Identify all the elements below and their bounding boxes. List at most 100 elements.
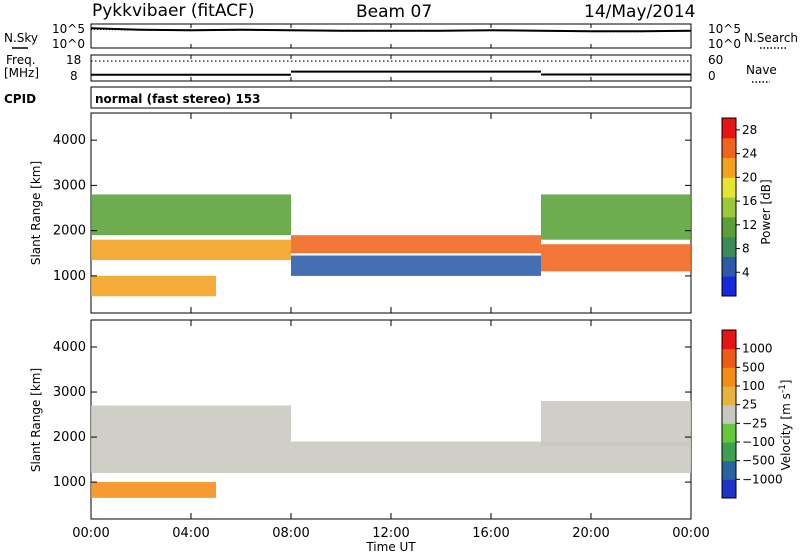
nave-bottom-label: 0 xyxy=(708,69,716,83)
frequency-lines xyxy=(91,60,691,76)
cpid-strip-frame xyxy=(90,86,692,109)
colorbar-tick-label-6: −500 xyxy=(742,454,775,468)
colorbar-tick-label-2: 12 xyxy=(742,218,757,232)
power-y-axis-label: Slant Range [km] xyxy=(29,161,43,265)
echo-band-3 xyxy=(541,401,691,447)
power-colorbar: 4 8 12 16 20 24 28 xyxy=(721,117,757,297)
freq-unit-label: [MHz] xyxy=(4,66,39,80)
colorbar-tick-label-1: 8 xyxy=(742,242,750,256)
colorbar-tick-label-6: 28 xyxy=(742,123,757,137)
velocity-colorbar-label-main: Velocity [m s xyxy=(779,393,793,470)
x-tick-label-5: 20:00 xyxy=(572,526,609,541)
echo-band-6 xyxy=(291,255,541,276)
x-tick-label-0: 00:00 xyxy=(72,526,109,541)
nsearch-bottom-label: 10^0 xyxy=(708,37,741,51)
frequency-strip: Freq. [MHz] 18 8 60 0 Nave xyxy=(4,53,777,83)
x-tick-label-3: 12:00 xyxy=(372,526,409,541)
velocity-colorbar: 1000 500 100 25 −25 −100 −500 −1000 xyxy=(721,329,783,499)
freq-label: Freq. xyxy=(6,53,36,67)
colorbar-swatch-4 xyxy=(722,197,736,218)
echo-band-1 xyxy=(91,482,216,498)
colorbar-swatch-6 xyxy=(722,367,736,387)
colorbar-frame xyxy=(721,329,737,499)
colorbar-tick-label-0: 4 xyxy=(742,265,750,279)
nsky-top-label: 10^5 xyxy=(52,22,85,36)
noise-strip: N.Sky 10^5 10^0 N.Search 10^5 10^0 xyxy=(4,22,798,51)
colorbar-swatch-2 xyxy=(722,236,736,257)
colorbar-tick-label-5: −100 xyxy=(742,435,775,449)
date-title: 14/May/2014 xyxy=(584,2,696,22)
velocity-echo-bands xyxy=(91,401,691,498)
colorbar-swatch-5 xyxy=(722,177,736,198)
freq-bottom-label: 8 xyxy=(70,69,78,83)
colorbar-swatch-3 xyxy=(722,423,736,443)
y-tick-label-1: 2000 xyxy=(53,224,86,239)
station-title: Pykkvibaer (fitACF) xyxy=(92,1,254,21)
colorbar-swatch-8 xyxy=(722,330,736,350)
x-tick-label-4: 16:00 xyxy=(472,526,509,541)
colorbar-swatch-2 xyxy=(722,442,736,462)
echo-band-2 xyxy=(541,244,691,272)
echo-band-3 xyxy=(91,275,216,297)
x-tick-label-1: 04:00 xyxy=(172,526,209,541)
y-tick-label-3: 4000 xyxy=(53,340,86,355)
x-tick-label-6: 00:00 xyxy=(672,526,709,541)
x-axis-ticks: 00:00 04:00 08:00 12:00 16:00 20:00 00:00 xyxy=(72,24,710,541)
colorbar-swatch-8 xyxy=(722,118,736,139)
colorbar-swatch-1 xyxy=(722,460,736,480)
colorbar-swatch-4 xyxy=(722,404,736,424)
colorbar-tick-label-4: −25 xyxy=(742,416,767,430)
colorbar-tick-label-3: 16 xyxy=(742,194,757,208)
freq-top-label: 18 xyxy=(66,53,81,67)
velocity-colorbar-label: Velocity [m s-1] xyxy=(778,380,793,471)
colorbar-tick-label-5: 24 xyxy=(742,147,757,161)
velocity-y-ticks: 1000 2000 3000 4000 xyxy=(53,340,691,490)
power-colorbar-label: Power [dB] xyxy=(759,179,773,244)
echo-band-2 xyxy=(91,405,291,442)
colorbar-swatch-7 xyxy=(722,348,736,368)
nsky-label: N.Sky xyxy=(4,31,38,45)
noise-lines xyxy=(90,27,692,33)
colorbar-frame xyxy=(721,117,737,297)
nsky-bottom-label: 10^0 xyxy=(52,37,85,51)
echo-band-5 xyxy=(541,194,691,240)
nave-top-label: 60 xyxy=(708,53,723,67)
x-axis-label: Time UT xyxy=(365,540,416,554)
beam-title: Beam 07 xyxy=(356,2,432,22)
velocity-colorbar-label-sup: -1 xyxy=(778,384,788,393)
velocity-panel: 1000 2000 3000 4000 Slant Range [km] 1000 50… xyxy=(29,24,793,554)
colorbar-tick-label-7: −1000 xyxy=(742,472,783,486)
y-tick-label-2: 3000 xyxy=(53,178,86,193)
echo-band-4 xyxy=(91,194,291,236)
colorbar-tick-label-0: 1000 xyxy=(742,342,773,356)
colorbar-swatch-5 xyxy=(722,386,736,406)
x-tick-label-2: 08:00 xyxy=(272,526,309,541)
cpid-text: normal (fast stereo) 153 xyxy=(95,92,261,106)
echo-band-0 xyxy=(91,239,291,261)
colorbar-swatch-3 xyxy=(722,216,736,238)
colorbar-swatch-0 xyxy=(722,479,736,499)
y-tick-label-0: 1000 xyxy=(53,475,86,490)
colorbar-swatch-6 xyxy=(722,157,736,178)
power-panel: 1000 2000 3000 4000 Slant Range [km] 4 8 12 16… xyxy=(29,112,773,314)
colorbar-tick-label-3: 25 xyxy=(742,398,757,412)
colorbar-swatch-1 xyxy=(722,256,736,277)
y-tick-label-2: 3000 xyxy=(53,385,86,400)
colorbar-tick-label-1: 500 xyxy=(742,360,765,374)
nave-label: Nave xyxy=(746,63,777,77)
nsearch-label: N.Search xyxy=(744,31,798,45)
echo-band-1 xyxy=(291,235,541,254)
y-tick-label-3: 4000 xyxy=(53,133,86,148)
echo-band-0 xyxy=(91,441,691,474)
colorbar-tick-label-4: 20 xyxy=(742,170,757,184)
y-tick-label-1: 2000 xyxy=(53,430,86,445)
nsearch-top-label: 10^5 xyxy=(708,22,741,36)
noise-series-1 xyxy=(90,28,692,33)
cpid-label: CPID xyxy=(4,92,36,106)
colorbar-swatch-7 xyxy=(722,137,736,159)
power-echo-bands xyxy=(91,194,691,297)
velocity-y-axis-label: Slant Range [km] xyxy=(29,368,43,472)
power-y-ticks: 1000 2000 3000 4000 xyxy=(53,133,691,284)
velocity-colorbar-label-end: ] xyxy=(779,380,793,385)
